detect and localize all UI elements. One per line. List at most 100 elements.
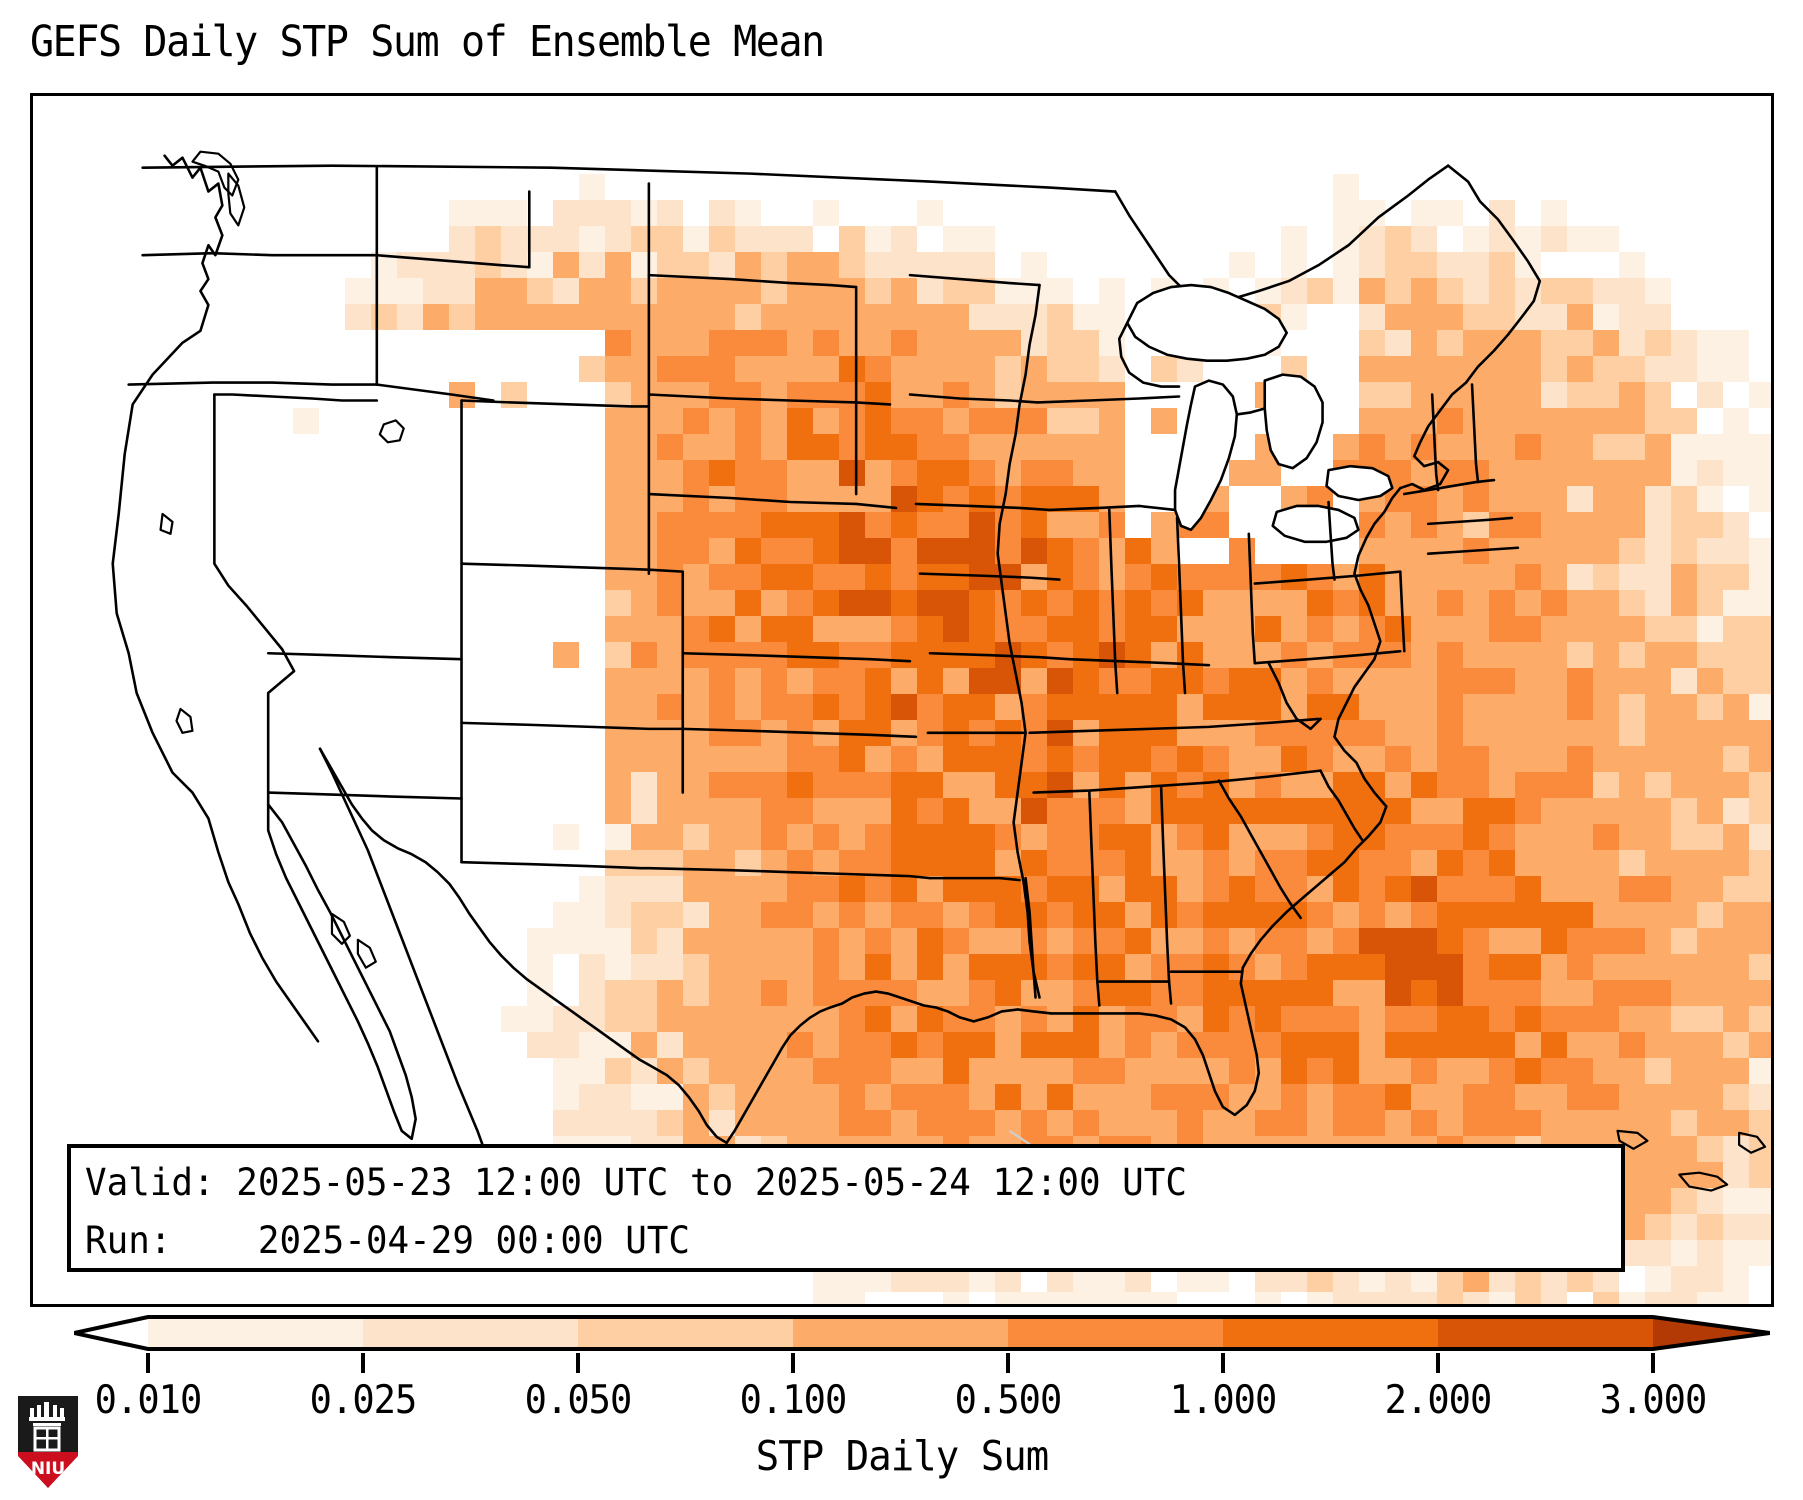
stp-grid-cell xyxy=(1515,876,1541,902)
stp-grid-cell xyxy=(1723,590,1749,616)
stp-grid-cell xyxy=(1359,252,1385,278)
stp-grid-cell xyxy=(1047,408,1073,434)
stp-grid-cell xyxy=(709,382,735,408)
stp-grid-cell xyxy=(1073,772,1099,798)
stp-grid-cell xyxy=(761,1006,787,1032)
stp-grid-cell xyxy=(865,1032,891,1058)
stp-grid-cell xyxy=(1541,616,1567,642)
stp-grid-cell xyxy=(969,304,995,330)
stp-grid-cell xyxy=(1125,642,1151,668)
stp-grid-cell xyxy=(1047,928,1073,954)
stp-grid-cell xyxy=(891,928,917,954)
stp-grid-cell xyxy=(1359,1006,1385,1032)
stp-grid-cell xyxy=(1671,434,1697,460)
stp-grid-cell xyxy=(813,408,839,434)
stp-grid-cell xyxy=(1021,382,1047,408)
stp-grid-cell xyxy=(1593,382,1619,408)
stp-grid-cell xyxy=(839,434,865,460)
stp-grid-cell xyxy=(1489,1058,1515,1084)
stp-grid-cell xyxy=(1073,616,1099,642)
stp-grid-cell xyxy=(995,564,1021,590)
stp-grid-cell xyxy=(891,798,917,824)
stp-grid-cell xyxy=(1099,772,1125,798)
stp-grid-cell xyxy=(683,278,709,304)
stp-grid-cell xyxy=(1359,460,1385,486)
stp-grid-cell xyxy=(709,538,735,564)
stp-grid-cell xyxy=(657,590,683,616)
stp-grid-cell xyxy=(1177,954,1203,980)
stp-grid-cell xyxy=(761,954,787,980)
stp-grid-cell xyxy=(1593,356,1619,382)
stp-grid-cell xyxy=(1723,928,1749,954)
stp-grid-cell xyxy=(553,1084,579,1110)
stp-grid-cell xyxy=(1333,1292,1359,1304)
stp-grid-cell xyxy=(1073,798,1099,824)
stp-grid-cell xyxy=(1333,720,1359,746)
stp-grid-cell xyxy=(813,512,839,538)
colorbar[interactable] xyxy=(0,1312,1803,1362)
stp-grid-cell xyxy=(1437,382,1463,408)
stp-grid-cell xyxy=(1463,356,1489,382)
colorbar-tick-3 xyxy=(791,1353,795,1373)
stp-grid-cell xyxy=(345,278,371,304)
stp-grid-cell xyxy=(397,278,423,304)
stp-grid-cell xyxy=(1515,1292,1541,1304)
stp-grid-cell xyxy=(501,1006,527,1032)
stp-grid-cell xyxy=(1151,1058,1177,1084)
stp-grid-cell xyxy=(1255,1084,1281,1110)
stp-grid-cell xyxy=(1229,980,1255,1006)
stp-grid-cell xyxy=(1073,954,1099,980)
stp-grid-cell xyxy=(1515,564,1541,590)
stp-grid-cell xyxy=(735,1084,761,1110)
stp-grid-cell xyxy=(475,304,501,330)
stp-grid-cell xyxy=(761,798,787,824)
stp-grid-cell xyxy=(995,486,1021,512)
stp-grid-cell xyxy=(1619,980,1645,1006)
stp-grid-cell xyxy=(345,304,371,330)
stp-grid-cell xyxy=(1489,824,1515,850)
stp-grid-cell xyxy=(1021,564,1047,590)
stp-grid-cell xyxy=(1411,356,1437,382)
stp-grid-cell xyxy=(1645,850,1671,876)
stp-grid-cell xyxy=(1411,382,1437,408)
stp-grid-cell xyxy=(709,408,735,434)
stp-grid-cell xyxy=(1515,330,1541,356)
stp-grid-cell xyxy=(1021,1292,1047,1304)
stp-grid-cell xyxy=(1619,382,1645,408)
colorbar-band-1 xyxy=(363,1317,578,1349)
stp-grid-cell xyxy=(1281,356,1307,382)
stp-grid-cell xyxy=(1463,824,1489,850)
stp-grid-cell xyxy=(631,1032,657,1058)
stp-grid-cell xyxy=(1385,668,1411,694)
stp-grid-cell xyxy=(1645,460,1671,486)
stp-grid-cell xyxy=(813,902,839,928)
stp-grid-cell xyxy=(1619,746,1645,772)
stp-grid-cell xyxy=(943,226,969,252)
stp-grid-cell xyxy=(787,720,813,746)
stp-grid-cell xyxy=(761,226,787,252)
stp-grid-cell xyxy=(1749,1188,1771,1214)
stp-grid-cell xyxy=(787,928,813,954)
colorbar-gradient[interactable] xyxy=(74,1312,1770,1354)
stp-grid-cell xyxy=(1151,1084,1177,1110)
stp-grid-cell xyxy=(1723,1214,1749,1240)
stp-grid-cell xyxy=(605,720,631,746)
stp-grid-cell xyxy=(787,356,813,382)
stp-grid-cell xyxy=(969,746,995,772)
stp-grid-cell xyxy=(735,1058,761,1084)
stp-grid-cell xyxy=(1359,408,1385,434)
stp-grid-cell xyxy=(995,616,1021,642)
stp-grid-cell xyxy=(1671,1032,1697,1058)
stp-grid-cell xyxy=(813,330,839,356)
stp-grid-cell xyxy=(917,278,943,304)
stp-grid-cell xyxy=(501,226,527,252)
stp-grid-cell xyxy=(761,564,787,590)
stp-grid-cell xyxy=(1151,642,1177,668)
stp-grid-cell xyxy=(1515,954,1541,980)
stp-grid-cell xyxy=(735,330,761,356)
stp-grid-cell xyxy=(943,278,969,304)
stp-grid-cell xyxy=(1333,564,1359,590)
stp-grid-cell xyxy=(865,538,891,564)
stp-grid-cell xyxy=(1671,928,1697,954)
stp-grid-cell xyxy=(709,694,735,720)
